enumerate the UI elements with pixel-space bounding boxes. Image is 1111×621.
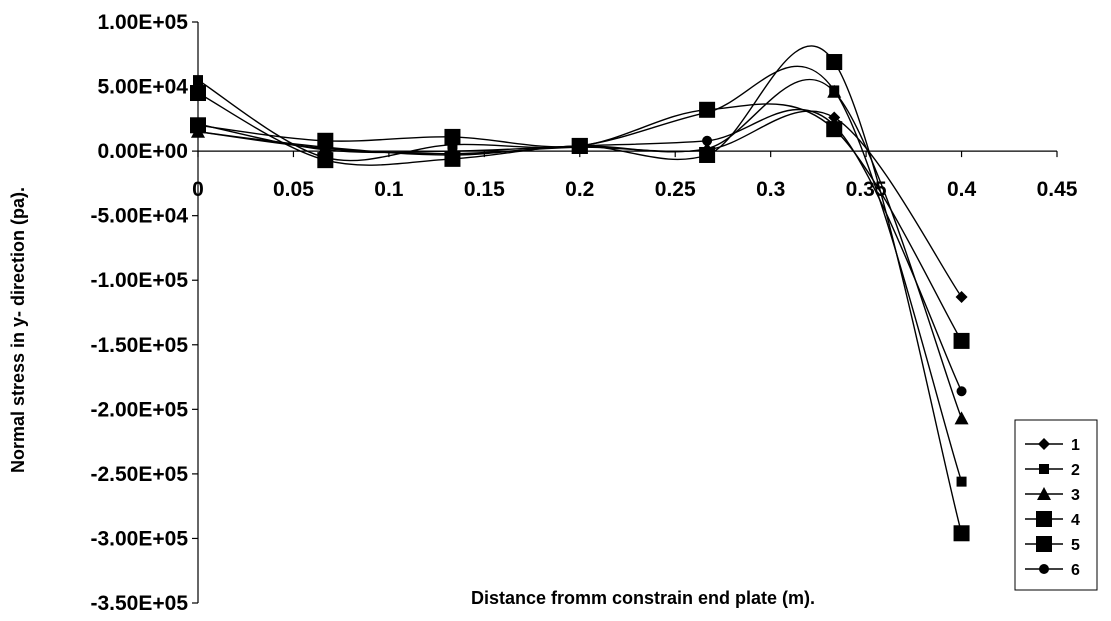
legend-label-5: 5	[1071, 537, 1080, 554]
x-tick-label: 0.2	[565, 178, 594, 201]
axes: 1.00E+05 5.00E+04 0.00E+00 -5.00E+04 -1.00E+…	[91, 11, 1078, 615]
series-3-point	[954, 411, 969, 425]
legend-label-6: 6	[1071, 562, 1080, 579]
legend-marker-4	[1036, 511, 1052, 527]
legend-label-1: 1	[1071, 437, 1080, 454]
y-tick-label: -1.50E+05	[91, 334, 189, 357]
series-6-point	[193, 118, 203, 129]
x-axis-title: Distance fromm constrain end plate (m).	[471, 588, 815, 608]
series-3-point	[827, 84, 842, 98]
series-4-point	[699, 101, 716, 118]
legend-marker-5	[1036, 536, 1052, 552]
series-4-point	[953, 332, 970, 349]
series-2-line	[197, 65, 963, 482]
legend-label-4: 4	[1071, 512, 1080, 529]
y-tick-label: 5.00E+04	[97, 76, 188, 99]
y-tick-label: -2.00E+05	[91, 398, 189, 421]
series-5-point	[317, 152, 334, 169]
series-6-point	[447, 146, 458, 157]
x-tick-label: 0.3	[756, 178, 785, 201]
series-6-point	[574, 140, 585, 151]
legend-label-3: 3	[1071, 487, 1080, 504]
legend-marker-1	[1038, 438, 1050, 450]
y-tick-label: 0.00E+00	[97, 140, 188, 163]
y-tick-label: -2.50E+05	[91, 463, 189, 486]
series-5-point	[953, 525, 970, 542]
series-6-point	[956, 386, 967, 397]
series-5-point	[826, 54, 843, 71]
legend-marker-3	[1037, 487, 1051, 500]
series-6-point	[829, 120, 840, 131]
legend-box	[1014, 419, 1098, 591]
series-4-point	[317, 132, 334, 149]
y-tick-label: -3.00E+05	[91, 527, 189, 550]
y-tick-label: -5.00E+04	[91, 205, 189, 228]
y-tick-label: 1.00E+05	[97, 11, 188, 34]
series-markers	[190, 54, 970, 542]
x-tick-label: 0.1	[374, 178, 404, 201]
series-4-point	[444, 128, 461, 145]
y-tick-label: -3.50E+05	[91, 592, 189, 615]
y-axis-title: Normal stress in y- direction (pa).	[8, 187, 28, 473]
series-2-point	[193, 75, 203, 86]
series-3-line	[197, 78, 963, 419]
x-tick-label: 0	[192, 178, 204, 201]
legend: 1 2 3 4 5 6	[1014, 419, 1098, 591]
x-tick-label: 0.45	[1037, 178, 1078, 201]
y-tick-label: -1.00E+05	[91, 269, 189, 292]
series-1-point	[955, 291, 968, 304]
series-6-point	[320, 144, 331, 155]
series-5-line	[197, 45, 963, 534]
series-5-point	[699, 146, 716, 163]
x-tick-label: 0.15	[464, 178, 505, 201]
legend-label-2: 2	[1071, 462, 1080, 479]
x-tick-label: 0.35	[846, 178, 887, 201]
x-tick-label: 0.4	[947, 178, 977, 201]
series-5-point	[190, 85, 206, 102]
series-6-point	[702, 135, 713, 146]
x-tick-label: 0.25	[655, 178, 696, 201]
series-1-point	[828, 111, 841, 124]
legend-marker-6	[1039, 564, 1049, 574]
x-tick-label: 0.05	[273, 178, 314, 201]
legend-marker-2	[1039, 464, 1049, 474]
series-2-point	[956, 476, 967, 487]
series-5-point	[444, 150, 461, 167]
series-lines	[197, 45, 963, 534]
